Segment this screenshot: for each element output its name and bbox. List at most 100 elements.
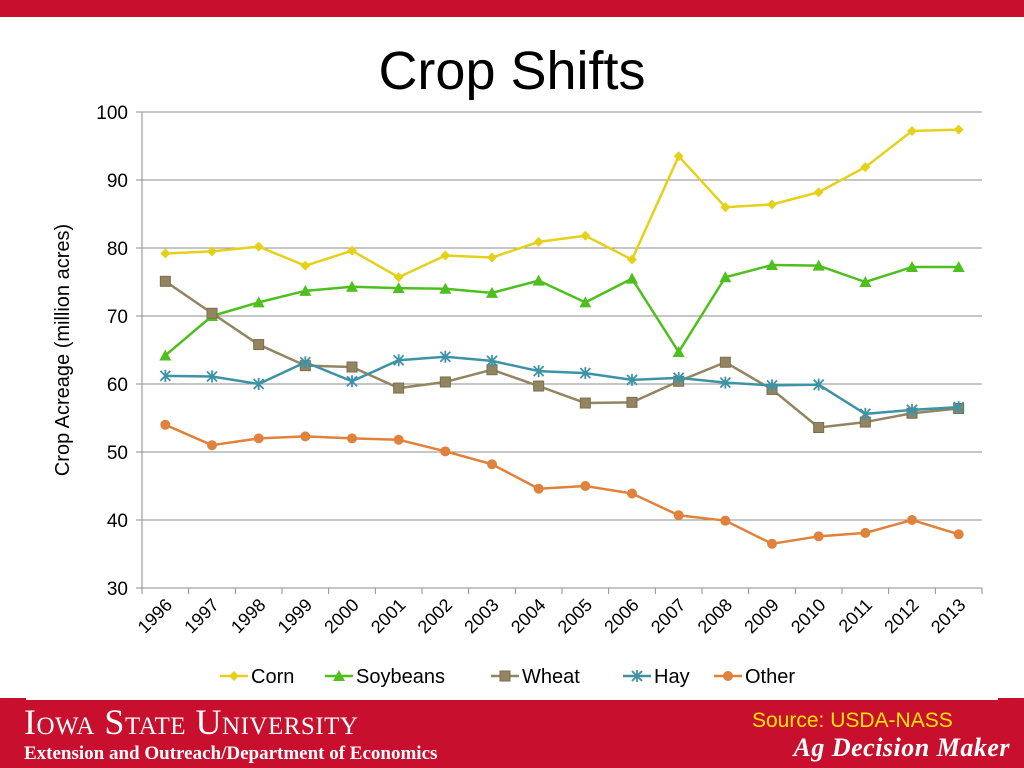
legend-hay-label: Hay [654, 666, 690, 688]
x-tick-label: 2004 [507, 595, 549, 637]
wheat-point [719, 356, 731, 368]
y-tick-label: 90 [107, 171, 128, 192]
soybeans-line [164, 263, 959, 357]
hay-point [346, 375, 358, 388]
department-name: Extension and Outreach/Department of Eco… [24, 743, 438, 764]
wheat-line [164, 280, 959, 429]
x-tick-label: 2005 [554, 595, 596, 637]
other-point [813, 531, 824, 542]
x-tick-label: 2001 [367, 595, 409, 637]
x-tick-label: 2009 [740, 595, 782, 637]
source-note: Source: USDA-NASS [752, 709, 953, 732]
corn-point [533, 236, 544, 247]
wheat-point [393, 382, 405, 394]
soybeans-point [439, 282, 452, 294]
hay-point [439, 350, 451, 363]
corn-point [347, 245, 357, 256]
wheat-point [206, 307, 218, 319]
legend: Corn Soybeans Wheat Hay Other [220, 666, 795, 688]
soybeans-point [859, 276, 872, 287]
y-tick-label: 50 [107, 443, 128, 464]
other-point [207, 440, 217, 451]
legend-corn-label: Corn [251, 666, 294, 688]
legend-wheat-label: Wheat [522, 666, 580, 688]
y-axis-title: Crop Acreage (million acres) [52, 224, 74, 476]
x-tick-label: 2006 [600, 595, 642, 637]
hay-point [579, 367, 591, 380]
corn-point [300, 260, 311, 271]
corn-point [580, 230, 591, 241]
corn-point [720, 202, 731, 213]
wheat-point [159, 275, 171, 287]
wheat-point [533, 380, 545, 392]
corn-point [207, 246, 217, 257]
x-tick-label: 1998 [227, 595, 269, 637]
hay-point [486, 354, 498, 367]
other-point [953, 529, 964, 540]
x-tick-label: 2010 [787, 595, 829, 637]
corn-point [907, 126, 917, 137]
hay-point [253, 378, 265, 390]
other-point [393, 434, 404, 445]
slide-title: Crop Shifts [378, 41, 646, 101]
other-point [160, 419, 171, 430]
hay-point [813, 378, 825, 391]
corn-point [813, 187, 824, 198]
other-point [533, 483, 544, 494]
hay-point [859, 407, 871, 420]
y-tick-label: 70 [107, 307, 128, 328]
other-line [164, 423, 960, 546]
series-soybeans [159, 259, 965, 361]
other-point [580, 481, 591, 491]
soybeans-point [672, 346, 685, 358]
x-tick-label: 1999 [274, 595, 316, 637]
soybeans-point [252, 296, 265, 308]
corn-point [393, 272, 404, 283]
other-point [347, 433, 357, 444]
hay-point [299, 356, 311, 369]
corn-point [673, 151, 684, 162]
y-tick-label: 60 [107, 375, 128, 396]
other-point [253, 433, 264, 444]
corn-point [487, 252, 497, 263]
wheat-point [346, 361, 358, 373]
soybeans-point [626, 272, 638, 284]
soybeans-point [299, 284, 312, 296]
hay-point [159, 369, 171, 382]
legend-other-marker [723, 671, 733, 681]
corn-line [165, 128, 959, 279]
wheat-point [253, 339, 265, 351]
other-point [673, 510, 684, 521]
x-tick-label: 2013 [927, 595, 969, 637]
soybeans-point [579, 296, 592, 308]
corn-point [253, 241, 264, 252]
legend-soybeans-marker [333, 670, 345, 681]
wheat-point [626, 396, 638, 408]
corn-point [440, 250, 451, 261]
x-tick-label: 2011 [835, 595, 877, 637]
y-tick-label: 80 [107, 239, 128, 260]
wheat-point [813, 422, 825, 434]
y-tick-label: 30 [107, 579, 128, 600]
corn-point [627, 254, 637, 265]
legend-corn-marker [229, 671, 239, 681]
x-tick-label: 2003 [460, 595, 502, 637]
legend-other-label: Other [745, 666, 795, 688]
y-tick-label: 100 [96, 103, 128, 124]
university-logo-text: Iowa State University [24, 702, 359, 742]
other-point [627, 488, 637, 499]
series-corn [160, 124, 964, 283]
other-point [440, 446, 451, 457]
footer-band [0, 698, 1024, 768]
other-point [860, 527, 871, 538]
top-accent-bar [0, 0, 1024, 17]
x-tick-label: 2007 [647, 595, 689, 637]
soybeans-point [532, 274, 545, 286]
soybeans-point [159, 349, 172, 361]
program-logo-text: Ag Decision Maker [793, 733, 1010, 762]
legend-hay-marker [631, 670, 643, 682]
soybeans-point [906, 261, 918, 273]
corn-point [860, 162, 871, 173]
series-other [160, 419, 964, 549]
